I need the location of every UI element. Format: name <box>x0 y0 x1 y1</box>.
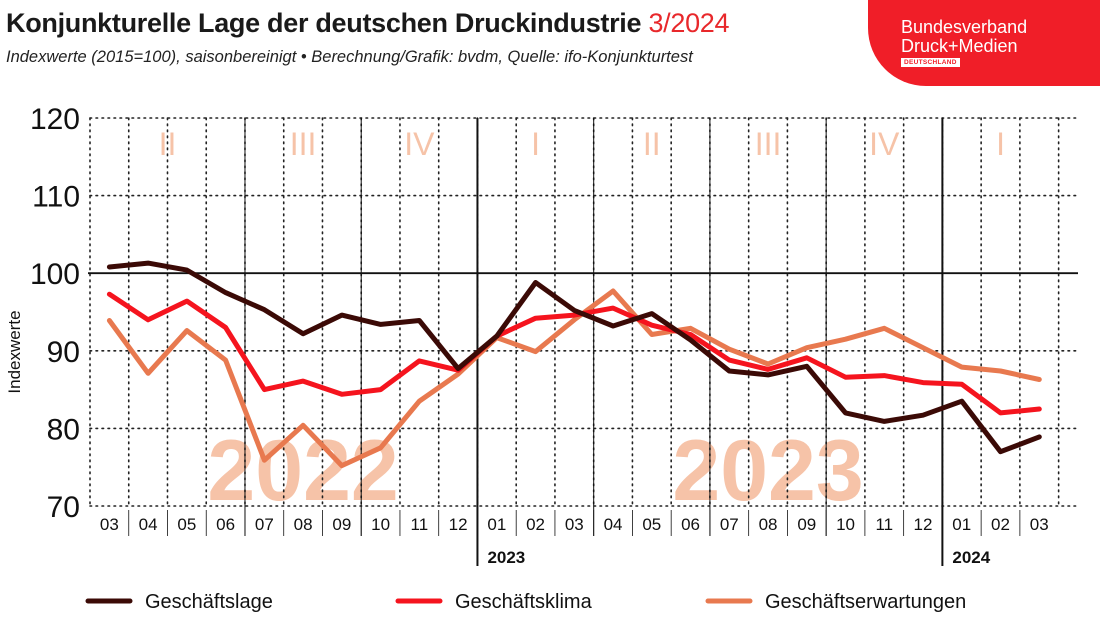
x-tick-label: 10 <box>836 515 855 534</box>
series-line-geschaeftsklima <box>106 291 1042 416</box>
year-watermark: 2022 <box>207 423 398 519</box>
x-tick-label: 01 <box>952 515 971 534</box>
quarter-label: I <box>996 126 1005 162</box>
y-tick-label: 70 <box>47 491 80 524</box>
quarter-label: IV <box>404 126 435 162</box>
chart-title: Konjunkturelle Lage der deutschen Drucki… <box>6 8 730 39</box>
y-tick-label: 90 <box>47 336 80 369</box>
x-tick-label: 12 <box>914 515 933 534</box>
bvdm-logo: Bundesverband Druck+Medien DEUTSCHLAND <box>868 0 1100 86</box>
x-tick-label: 04 <box>139 515 158 534</box>
year-watermark: 2023 <box>672 423 863 519</box>
quarter-label: II <box>643 126 661 162</box>
chart-subtitle: Indexwerte (2015=100), saisonbereinigt •… <box>6 48 693 66</box>
legend-label-geschaeftslage: Geschäftslage <box>145 591 273 613</box>
x-tick-label: 11 <box>411 515 429 534</box>
x-tick-label: 06 <box>216 515 235 534</box>
x-tick-label: 05 <box>177 515 196 534</box>
x-tick-label: 05 <box>642 515 661 534</box>
quarter-label: IV <box>869 126 900 162</box>
logo-line-2: Druck+Medien <box>901 36 1018 56</box>
x-tick-label: 08 <box>759 515 778 534</box>
x-tick-label: 03 <box>100 515 119 534</box>
y-axis-label: Indexwerte <box>5 310 24 393</box>
title-main: Konjunkturelle Lage der deutschen Drucki… <box>6 8 642 38</box>
x-tick-label: 06 <box>681 515 700 534</box>
x-tick-label: 09 <box>797 515 816 534</box>
x-tick-label: 07 <box>255 515 274 534</box>
x-tick-label: 04 <box>604 515 623 534</box>
title-period: 3/2024 <box>648 8 730 38</box>
quarter-label: III <box>755 126 782 162</box>
x-tick-label: 08 <box>294 515 313 534</box>
legend-label-geschaeftserwartungen: Geschäftserwartungen <box>765 591 966 613</box>
x-tick-label: 12 <box>449 515 468 534</box>
legend-label-geschaeftsklima: Geschäftsklima <box>455 591 593 613</box>
quarter-label: I <box>531 126 540 162</box>
x-tick-label: 07 <box>720 515 739 534</box>
quarter-label: III <box>290 126 317 162</box>
y-tick-label: 120 <box>30 103 80 136</box>
x-tick-label: 10 <box>371 515 390 534</box>
series-line-geschaeftslage <box>106 260 1042 455</box>
x-tick-label: 03 <box>1030 515 1049 534</box>
series-line-geschaeftserwartungen <box>106 288 1042 469</box>
y-tick-label: 80 <box>47 413 80 446</box>
x-tick-label: 09 <box>332 515 351 534</box>
y-tick-label: 100 <box>30 258 80 291</box>
year-label: 2024 <box>952 548 990 567</box>
x-tick-label: 02 <box>991 515 1010 534</box>
y-tick-label: 110 <box>32 181 80 214</box>
x-tick-label: 02 <box>526 515 545 534</box>
logo-line-1: Bundesverband <box>901 17 1028 37</box>
year-label: 2023 <box>487 548 525 567</box>
x-tick-label: 01 <box>487 515 506 534</box>
logo-tag: DEUTSCHLAND <box>901 58 960 67</box>
x-tick-label: 03 <box>565 515 584 534</box>
x-tick-label: 11 <box>875 515 893 534</box>
